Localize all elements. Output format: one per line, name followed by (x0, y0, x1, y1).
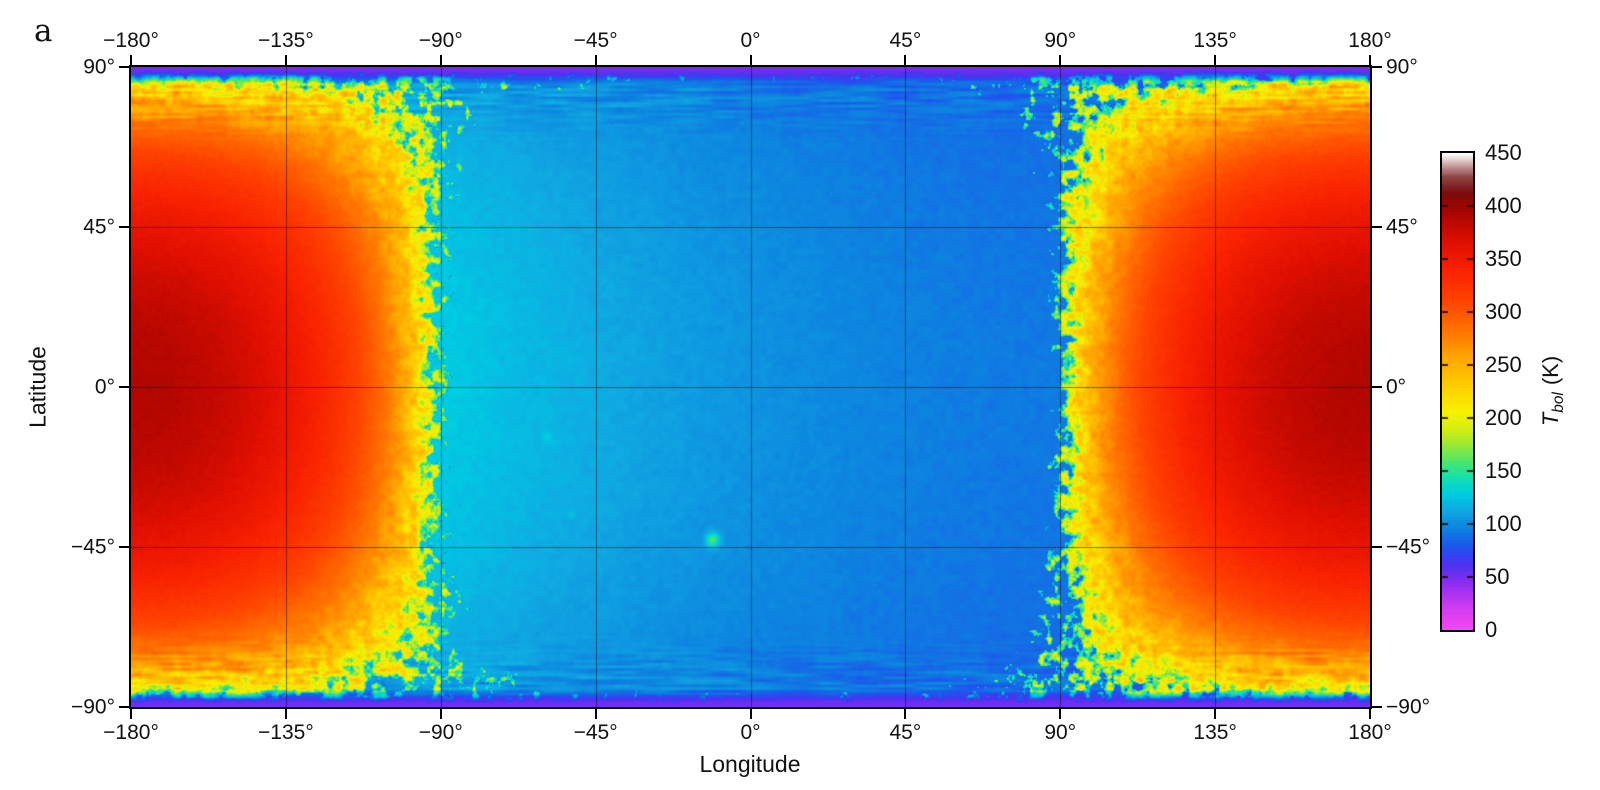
x-tick-label-top: 90° (1044, 29, 1077, 52)
colorbar-canvas (1442, 153, 1473, 630)
x-tick-label-bottom: −135° (258, 721, 314, 744)
y-tick-mark-right (1372, 546, 1382, 548)
panel-label: a (34, 13, 53, 49)
x-tick-mark-top (904, 55, 907, 65)
x-tick-mark-bottom (1214, 709, 1217, 719)
x-tick-label-top: 45° (889, 29, 922, 52)
y-tick-mark-left (119, 386, 129, 388)
colorbar-tick-label: 250 (1485, 352, 1522, 377)
y-axis-title: Latitude (24, 346, 51, 428)
colorbar-tick-label: 300 (1485, 299, 1522, 324)
y-tick-label-left: 0° (94, 375, 115, 399)
x-tick-mark-bottom (130, 709, 132, 719)
x-tick-label-top: −90° (418, 29, 463, 52)
x-tick-mark-bottom (1369, 709, 1371, 719)
y-tick-label-right: −45° (1386, 535, 1431, 559)
x-tick-mark-bottom (284, 709, 287, 719)
colorbar-variable-subscript: bol (1550, 392, 1568, 413)
x-tick-label-bottom: 0° (740, 721, 761, 744)
x-tick-mark-bottom (1059, 709, 1062, 719)
colorbar-title: Tbol (K) (1538, 356, 1568, 426)
y-tick-label-right: −90° (1386, 695, 1431, 719)
colorbar-tick-label: 100 (1485, 511, 1522, 536)
x-tick-mark-top (749, 55, 752, 65)
y-tick-label-right: 45° (1386, 215, 1418, 239)
y-tick-mark-right (1372, 706, 1382, 708)
x-tick-label-top: −135° (258, 29, 314, 52)
y-tick-mark-left (119, 706, 129, 708)
colorbar-tick-label: 350 (1485, 246, 1522, 271)
x-tick-mark-bottom (594, 709, 597, 719)
x-tick-label-bottom: 135° (1193, 721, 1237, 744)
x-tick-mark-top (594, 55, 597, 65)
x-tick-mark-bottom (749, 709, 752, 719)
x-tick-label-top: −180° (103, 29, 159, 52)
x-tick-mark-bottom (439, 709, 442, 719)
x-tick-mark-top (1214, 55, 1217, 65)
x-tick-label-bottom: −180° (103, 721, 159, 744)
y-tick-mark-left (119, 226, 129, 228)
colorbar-tick-label: 450 (1485, 140, 1522, 165)
x-tick-mark-top (439, 55, 442, 65)
x-tick-mark-top (130, 55, 132, 65)
x-tick-mark-top (284, 55, 287, 65)
x-tick-mark-top (1059, 55, 1062, 65)
temperature-map-canvas (131, 67, 1370, 707)
x-tick-label-top: 135° (1193, 29, 1237, 52)
x-tick-mark-bottom (904, 709, 907, 719)
colorbar-tick-label: 150 (1485, 458, 1522, 483)
colorbar-tick-label: 200 (1485, 405, 1522, 430)
colorbar-tick-label: 400 (1485, 193, 1522, 218)
x-tick-label-top: 0° (740, 29, 761, 52)
x-tick-label-top: −45° (573, 29, 618, 52)
y-tick-label-left: 45° (83, 215, 115, 239)
colorbar-units: (K) (1537, 355, 1563, 386)
x-tick-label-top: 180° (1348, 29, 1392, 52)
y-tick-label-right: 0° (1386, 375, 1407, 399)
x-tick-mark-top (1369, 55, 1371, 65)
colorbar-frame (1440, 151, 1475, 632)
y-tick-mark-right (1372, 66, 1382, 68)
y-tick-label-left: 90° (83, 55, 115, 79)
x-tick-label-bottom: −45° (573, 721, 618, 744)
colorbar-tick-label: 50 (1485, 564, 1510, 589)
y-tick-label-right: 90° (1386, 55, 1418, 79)
y-tick-mark-left (119, 66, 129, 68)
map-frame (129, 65, 1372, 709)
x-tick-label-bottom: 90° (1044, 721, 1077, 744)
y-tick-mark-right (1372, 226, 1382, 228)
y-tick-label-left: −90° (70, 695, 115, 719)
y-tick-mark-right (1372, 386, 1382, 388)
x-axis-title: Longitude (699, 751, 801, 777)
colorbar-variable: T (1537, 412, 1563, 427)
x-tick-label-bottom: 180° (1348, 721, 1392, 744)
y-tick-mark-left (119, 546, 129, 548)
y-tick-label-left: −45° (70, 535, 115, 559)
x-tick-label-bottom: 45° (889, 721, 922, 744)
x-tick-label-bottom: −90° (418, 721, 463, 744)
colorbar-tick-label: 0 (1485, 617, 1498, 642)
